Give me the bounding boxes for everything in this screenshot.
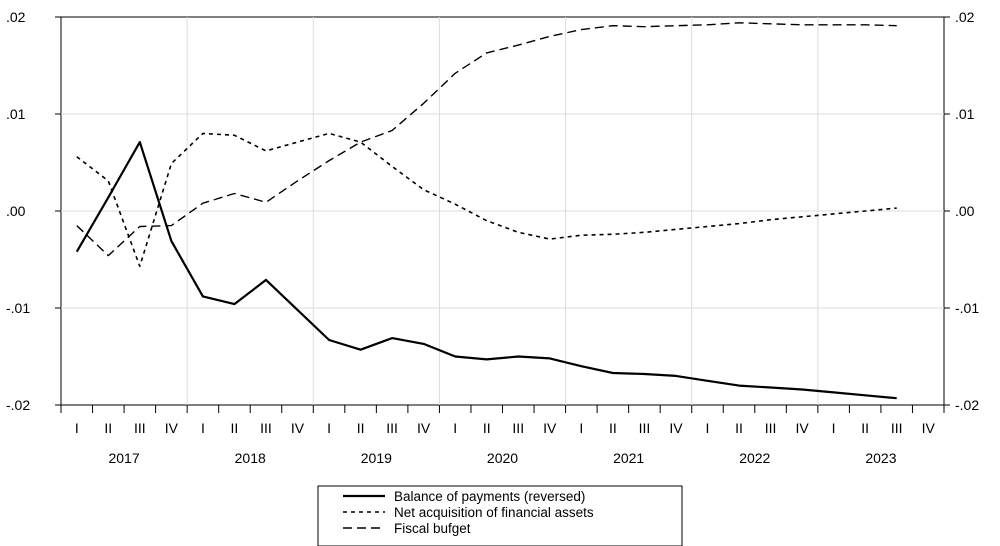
year-label: 2022 [739, 450, 770, 466]
x-tick-label: III [891, 420, 903, 436]
series-lines [75, 22, 897, 400]
x-tick-label: III [134, 420, 146, 436]
x-tick-label: III [765, 420, 777, 436]
year-label: 2018 [235, 450, 266, 466]
y-tick-label-left: .01 [6, 106, 26, 122]
legend-label-1: Balance of payments (reversed) [394, 489, 585, 504]
x-tick-label: IV [165, 420, 179, 436]
x-axis-ticks: I II III IV I II III IV I II III IV I II III IV I II III IV… [60, 405, 945, 466]
y-tick-label-left: .02 [6, 9, 26, 25]
x-tick-label: III [386, 420, 398, 436]
x-tick-label: IV [543, 420, 557, 436]
y-tick-label-left: .00 [6, 203, 26, 219]
y-axis-ticks: .02 .02 .01 .01 .00 .00 -.01 -.01 -.02 -.02 [6, 9, 979, 413]
year-label: 2019 [361, 450, 392, 466]
y-tick-label-left: -.02 [6, 397, 30, 413]
x-tick-label: I [832, 420, 836, 436]
legend-label-2: Net acquisition of financial assets [394, 505, 594, 520]
x-tick-label: I [75, 420, 79, 436]
x-tick-label: IV [795, 420, 809, 436]
series-line-1 [75, 141, 897, 400]
legend: Balance of payments (reversed)Net acquis… [317, 485, 683, 546]
x-tick-label: II [861, 420, 869, 436]
y-tick-label-right: -.01 [955, 300, 979, 316]
x-tick-label: I [453, 420, 457, 436]
y-tick-label-left: -.01 [6, 300, 30, 316]
x-tick-label: IV [669, 420, 683, 436]
x-tick-label: II [104, 420, 112, 436]
x-tick-label: III [512, 420, 524, 436]
x-tick-label: II [357, 420, 365, 436]
series-line-2 [76, 132, 897, 268]
x-tick-label: I [201, 420, 205, 436]
x-tick-label: III [639, 420, 651, 436]
y-tick-label-right: .02 [955, 9, 975, 25]
legend-label-3: Fiscal bufget [394, 521, 471, 536]
year-label: 2021 [613, 450, 644, 466]
x-tick-label: I [327, 420, 331, 436]
x-tick-label: I [579, 420, 583, 436]
x-tick-label: II [609, 420, 617, 436]
x-tick-label: IV [922, 420, 936, 436]
x-tick-label: II [735, 420, 743, 436]
y-tick-label-right: -.02 [955, 397, 979, 413]
series-line-3 [76, 22, 897, 257]
y-tick-label-right: .00 [955, 203, 975, 219]
gridlines [61, 17, 944, 405]
x-tick-label: IV [417, 420, 431, 436]
year-label: 2023 [865, 450, 896, 466]
y-tick-label-right: .01 [955, 106, 975, 122]
year-label: 2020 [487, 450, 518, 466]
x-tick-label: IV [291, 420, 305, 436]
x-tick-label: II [483, 420, 491, 436]
year-label: 2017 [108, 450, 139, 466]
x-tick-label: I [706, 420, 710, 436]
x-tick-label: III [260, 420, 272, 436]
x-tick-label: II [231, 420, 239, 436]
